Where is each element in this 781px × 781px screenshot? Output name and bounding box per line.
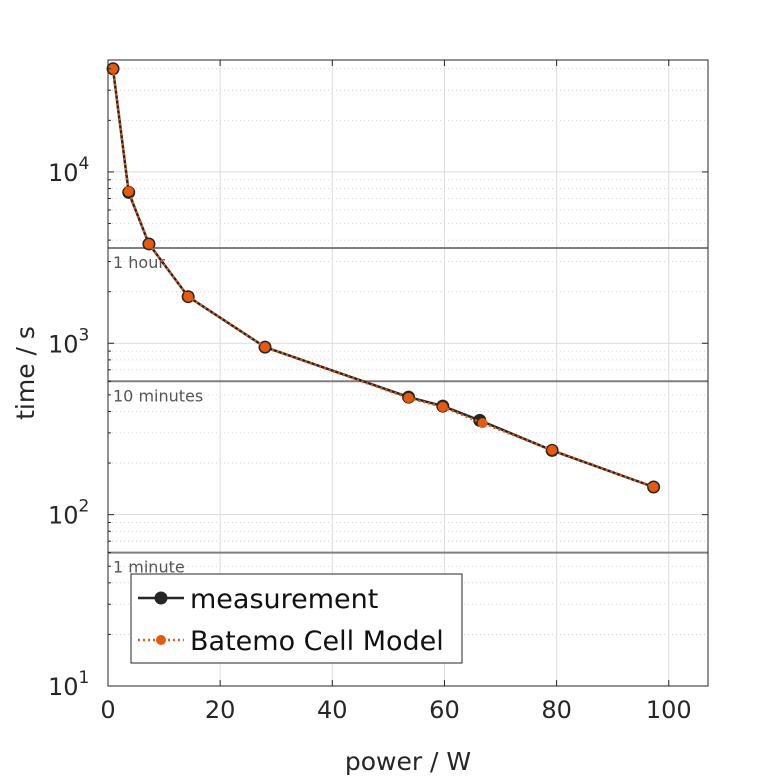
y-tick-label: 103	[48, 325, 89, 358]
data-point-1	[183, 291, 194, 302]
reference-line-label: 10 minutes	[113, 386, 203, 405]
series-line-1	[111, 68, 655, 489]
y-axis-title: time / s	[11, 326, 40, 420]
data-point-1	[437, 401, 448, 412]
data-point-1	[547, 445, 558, 456]
x-axis-title: power / W	[345, 747, 471, 776]
x-tick-label: 100	[646, 696, 692, 724]
y-tick-label: 104	[48, 154, 89, 187]
x-axis-ticks: 0 20 40 60 80 100	[100, 60, 692, 724]
x-tick-label: 60	[429, 696, 460, 724]
reference-lines: 1 hour 10 minutes 1 minute	[108, 246, 708, 577]
data-point-1	[477, 418, 488, 429]
data-point-1	[260, 342, 271, 353]
legend: measurement Batemo Cell Model	[130, 573, 463, 664]
x-tick-label: 40	[317, 696, 348, 724]
y-axis-ticks: 101 102 103 104	[48, 68, 708, 701]
data-point-1	[143, 238, 154, 249]
legend-measurement-marker	[154, 591, 168, 605]
x-tick-label: 20	[205, 696, 236, 724]
plot-area-border	[107, 59, 709, 687]
data-point-1	[403, 392, 414, 403]
y-tick-label: 101	[48, 668, 89, 701]
data-point-1	[123, 186, 134, 197]
legend-box	[130, 573, 463, 664]
legend-model-marker	[156, 635, 166, 645]
reference-line-label: 1 hour	[113, 253, 165, 272]
reference-line-label: 1 minute	[113, 558, 185, 577]
x-tick-label: 80	[541, 696, 572, 724]
y-tick-label: 102	[48, 497, 89, 530]
data-series	[106, 62, 661, 494]
series-line-0	[111, 68, 655, 489]
data-point-1	[648, 481, 659, 492]
legend-measurement-label: measurement	[190, 584, 378, 615]
x-tick-label: 0	[100, 696, 115, 724]
legend-model-label: Batemo Cell Model	[190, 626, 444, 657]
